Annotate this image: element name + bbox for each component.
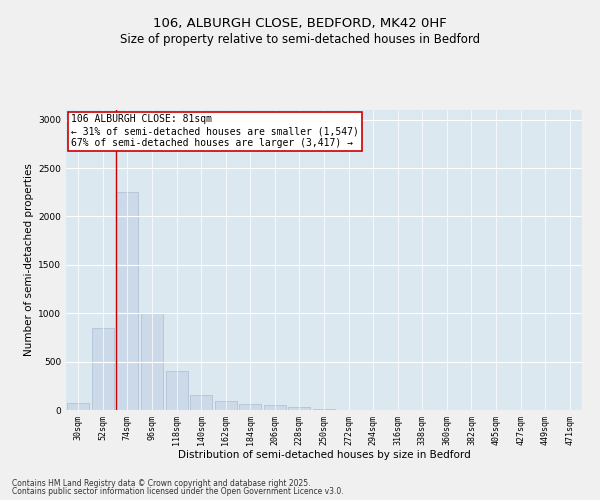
- Text: Size of property relative to semi-detached houses in Bedford: Size of property relative to semi-detach…: [120, 32, 480, 46]
- Y-axis label: Number of semi-detached properties: Number of semi-detached properties: [24, 164, 34, 356]
- Bar: [289, 407, 310, 410]
- Bar: [116, 192, 139, 410]
- Text: Contains HM Land Registry data © Crown copyright and database right 2025.: Contains HM Land Registry data © Crown c…: [12, 478, 311, 488]
- Bar: [239, 404, 262, 410]
- Bar: [166, 372, 188, 410]
- X-axis label: Distribution of semi-detached houses by size in Bedford: Distribution of semi-detached houses by …: [178, 450, 470, 460]
- Bar: [141, 313, 163, 410]
- Bar: [190, 394, 212, 410]
- Bar: [313, 409, 335, 410]
- Bar: [215, 402, 237, 410]
- Bar: [92, 328, 114, 410]
- Text: 106, ALBURGH CLOSE, BEDFORD, MK42 0HF: 106, ALBURGH CLOSE, BEDFORD, MK42 0HF: [153, 18, 447, 30]
- Text: 106 ALBURGH CLOSE: 81sqm
← 31% of semi-detached houses are smaller (1,547)
67% o: 106 ALBURGH CLOSE: 81sqm ← 31% of semi-d…: [71, 114, 359, 148]
- Bar: [67, 402, 89, 410]
- Text: Contains public sector information licensed under the Open Government Licence v3: Contains public sector information licen…: [12, 487, 344, 496]
- Bar: [264, 405, 286, 410]
